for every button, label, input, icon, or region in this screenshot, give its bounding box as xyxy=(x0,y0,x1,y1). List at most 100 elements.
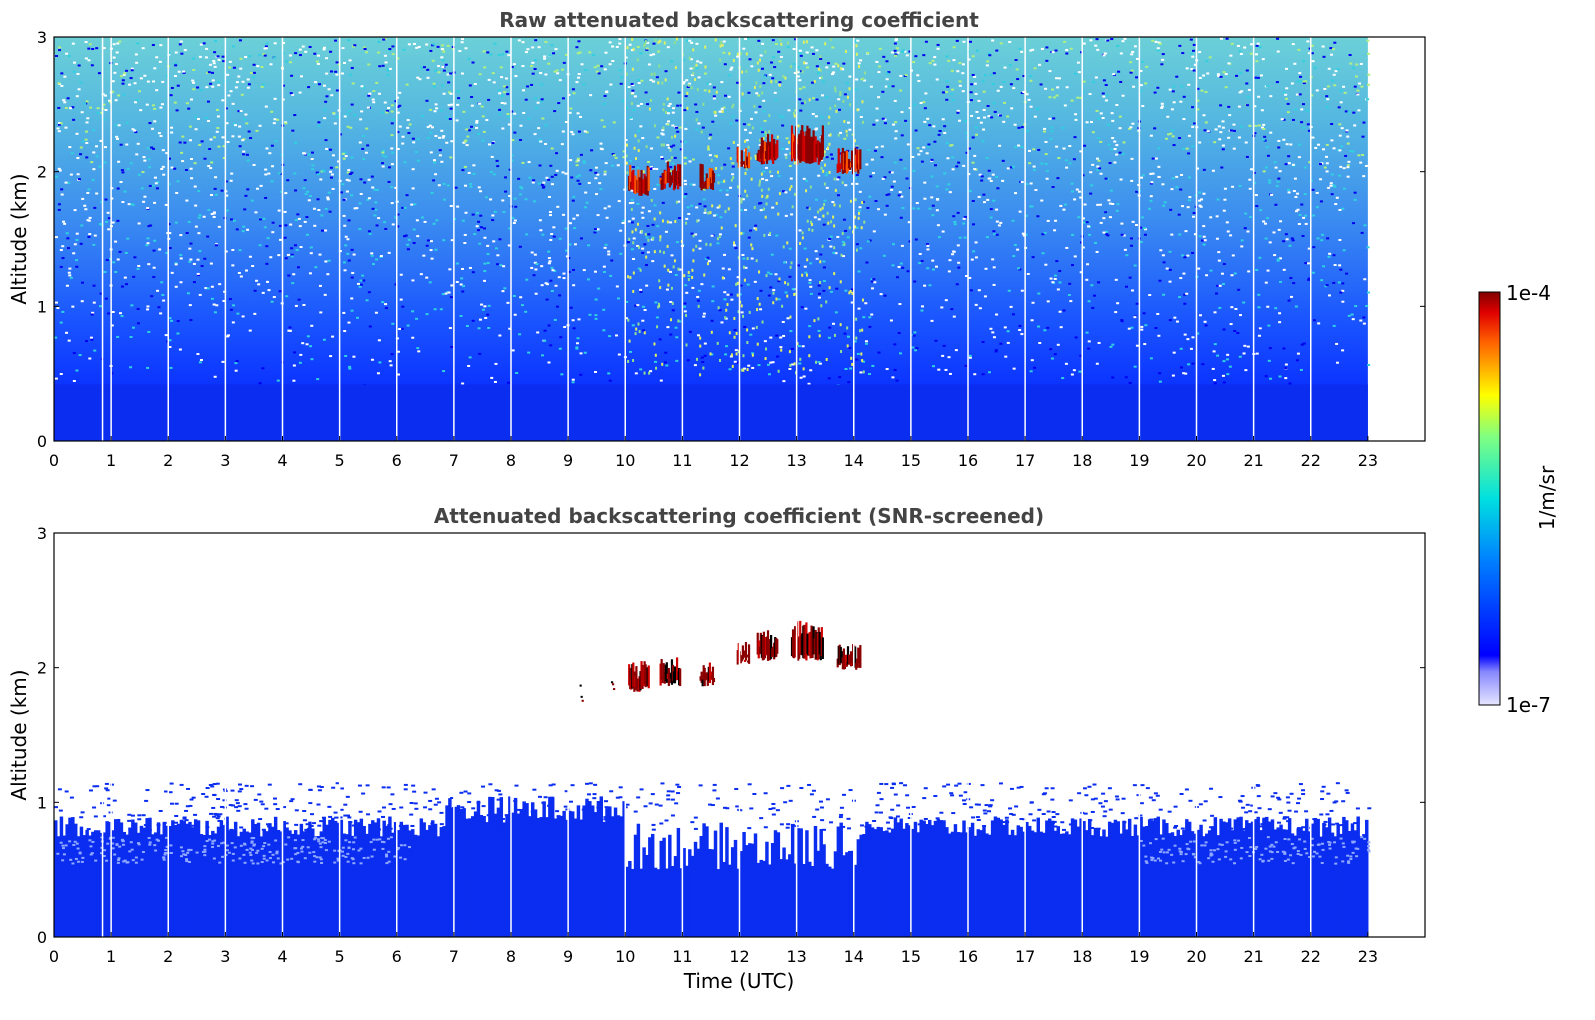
bottom-boundary-layer xyxy=(636,823,641,937)
top-noise-speckle xyxy=(1346,135,1350,138)
top-noise-speckle xyxy=(933,140,937,143)
top-noise-speckle xyxy=(303,220,307,223)
top-noise-speckle xyxy=(335,61,339,64)
top-noise-speckle xyxy=(167,223,171,226)
top-noise-speckle xyxy=(136,142,140,145)
top-noise-speckle xyxy=(835,287,839,290)
top-noise-speckle xyxy=(746,341,749,345)
top-noise-speckle xyxy=(1070,182,1074,185)
top-noise-speckle xyxy=(1233,272,1237,275)
top-noise-speckle xyxy=(182,70,186,73)
bottom-boundary-layer xyxy=(968,829,972,937)
top-noise-speckle xyxy=(654,301,658,304)
top-noise-speckle xyxy=(342,198,346,201)
top-noise-speckle xyxy=(1244,212,1248,215)
top-noise-speckle xyxy=(626,46,629,50)
top-noise-speckle xyxy=(147,158,151,161)
top-noise-speckle xyxy=(1264,375,1268,378)
top-x-tick-label: 10 xyxy=(615,451,635,470)
top-noise-speckle xyxy=(1113,148,1117,151)
top-noise-speckle xyxy=(390,202,394,205)
top-noise-speckle xyxy=(131,326,135,329)
top-noise-speckle xyxy=(659,175,663,178)
top-noise-speckle xyxy=(1052,117,1056,120)
top-noise-speckle xyxy=(686,359,690,362)
top-noise-speckle xyxy=(846,236,850,239)
top-noise-speckle xyxy=(670,286,673,290)
top-noise-speckle xyxy=(825,186,829,189)
top-noise-speckle xyxy=(390,186,394,189)
top-noise-speckle xyxy=(925,243,929,246)
top-noise-speckle xyxy=(210,285,214,288)
top-noise-speckle xyxy=(1185,67,1189,70)
top-noise-speckle xyxy=(346,252,350,255)
top-noise-speckle xyxy=(735,352,738,356)
top-noise-speckle xyxy=(560,143,564,146)
top-noise-speckle xyxy=(842,218,846,221)
top-noise-speckle xyxy=(759,308,763,311)
top-noise-speckle xyxy=(1357,109,1361,112)
top-noise-speckle xyxy=(742,257,746,260)
top-noise-speckle xyxy=(54,377,58,380)
top-noise-speckle xyxy=(925,152,929,155)
top-noise-speckle xyxy=(361,274,365,277)
top-noise-speckle xyxy=(629,350,633,353)
top-noise-speckle xyxy=(445,141,449,144)
top-noise-speckle xyxy=(662,251,665,255)
top-noise-speckle xyxy=(957,161,961,164)
top-noise-speckle xyxy=(782,74,785,78)
top-noise-speckle xyxy=(103,271,107,274)
top-noise-speckle xyxy=(890,171,894,174)
top-noise-speckle xyxy=(989,208,993,211)
top-noise-speckle xyxy=(232,304,236,307)
top-noise-speckle xyxy=(726,293,730,296)
top-noise-speckle xyxy=(1063,203,1067,206)
top-noise-speckle xyxy=(1298,93,1302,96)
top-noise-speckle xyxy=(798,362,802,365)
top-noise-speckle xyxy=(651,260,655,263)
top-noise-speckle xyxy=(903,167,907,170)
top-noise-speckle xyxy=(654,360,658,363)
top-noise-speckle xyxy=(617,353,621,356)
top-noise-speckle xyxy=(1302,342,1306,345)
top-noise-speckle xyxy=(973,168,977,171)
top-noise-speckle xyxy=(539,72,543,75)
top-noise-speckle xyxy=(1278,312,1282,315)
top-noise-speckle xyxy=(1087,347,1091,350)
top-noise-speckle xyxy=(384,61,388,64)
top-noise-speckle xyxy=(1104,211,1108,214)
bottom-boundary-layer xyxy=(1267,821,1272,937)
top-noise-speckle xyxy=(956,244,960,247)
top-noise-speckle xyxy=(405,83,409,86)
top-noise-speckle xyxy=(833,272,836,276)
top-noise-speckle xyxy=(691,158,695,161)
top-noise-speckle xyxy=(1226,373,1230,376)
top-noise-speckle xyxy=(441,136,445,139)
top-noise-speckle xyxy=(1068,162,1072,165)
top-noise-speckle xyxy=(777,298,781,301)
top-noise-speckle xyxy=(226,334,230,337)
top-noise-speckle xyxy=(810,46,814,49)
top-noise-speckle xyxy=(1011,313,1015,316)
top-noise-speckle xyxy=(229,308,233,311)
top-noise-speckle xyxy=(432,179,436,182)
top-noise-speckle xyxy=(498,334,502,337)
top-panel-title: Raw attenuated backscattering coefficien… xyxy=(499,8,979,32)
top-cloud-mark xyxy=(839,166,842,169)
top-noise-speckle xyxy=(1319,178,1323,181)
top-noise-speckle xyxy=(200,264,204,267)
top-noise-speckle xyxy=(479,214,483,217)
top-noise-speckle xyxy=(703,273,706,277)
top-noise-speckle xyxy=(400,327,404,330)
top-noise-speckle xyxy=(739,83,742,87)
top-noise-speckle xyxy=(282,41,286,44)
top-noise-speckle xyxy=(1097,159,1101,162)
top-noise-speckle xyxy=(442,239,446,242)
top-noise-speckle xyxy=(957,266,961,269)
top-noise-speckle xyxy=(594,370,598,373)
top-noise-speckle xyxy=(477,327,481,330)
top-noise-speckle xyxy=(805,189,808,193)
top-noise-speckle xyxy=(770,61,774,64)
top-noise-speckle xyxy=(661,81,664,85)
bottom-boundary-layer xyxy=(373,822,378,937)
